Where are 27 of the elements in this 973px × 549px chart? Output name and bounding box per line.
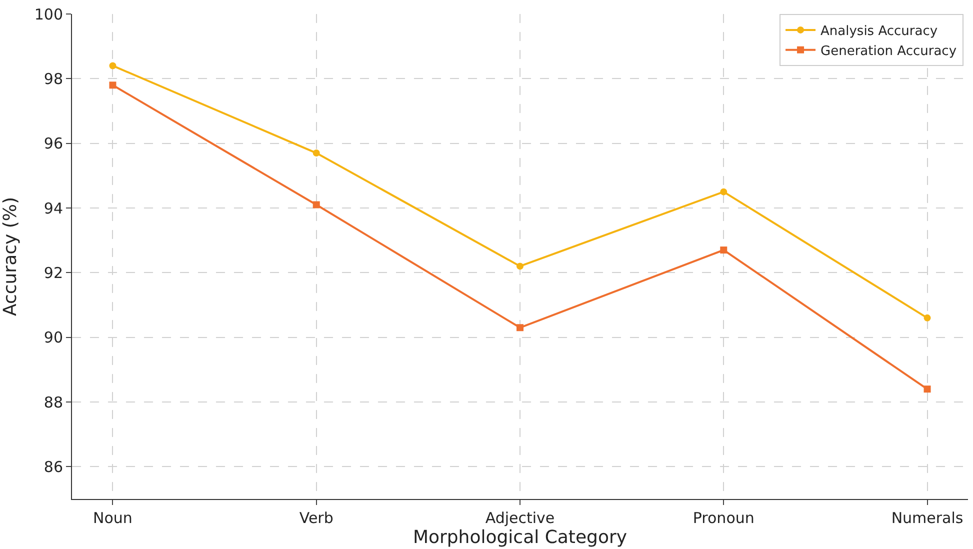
point	[720, 246, 728, 254]
legend-label: Generation Accuracy	[820, 44, 957, 59]
y-tick-label: 92	[44, 264, 63, 282]
x-tick-label: Verb	[299, 509, 334, 527]
point	[109, 62, 116, 70]
point	[312, 201, 320, 208]
y-tick-label: 100	[34, 5, 63, 24]
x-tick-label: Noun	[93, 509, 132, 527]
y-tick-label: 94	[44, 199, 63, 218]
y-tick-label: 90	[44, 328, 63, 347]
legend-label: Analysis Accuracy	[820, 24, 938, 40]
point	[312, 150, 320, 157]
y-tick-label: 86	[44, 458, 63, 476]
x-tick-label: Numerals	[891, 509, 964, 527]
x-axis-title: Morphological Category	[412, 527, 628, 548]
y-tick-label: 88	[44, 393, 63, 412]
x-tick-label: Pronoun	[692, 509, 754, 527]
point	[924, 314, 931, 322]
point	[720, 188, 728, 196]
y-tick-label: 98	[44, 70, 63, 88]
point	[516, 324, 524, 332]
y-axis-title: Accuracy (%)	[0, 196, 21, 316]
point	[109, 82, 116, 89]
point	[924, 386, 931, 393]
y-tick-label: 96	[44, 134, 63, 153]
point	[516, 262, 524, 270]
x-tick-label: Adjective	[485, 509, 555, 527]
